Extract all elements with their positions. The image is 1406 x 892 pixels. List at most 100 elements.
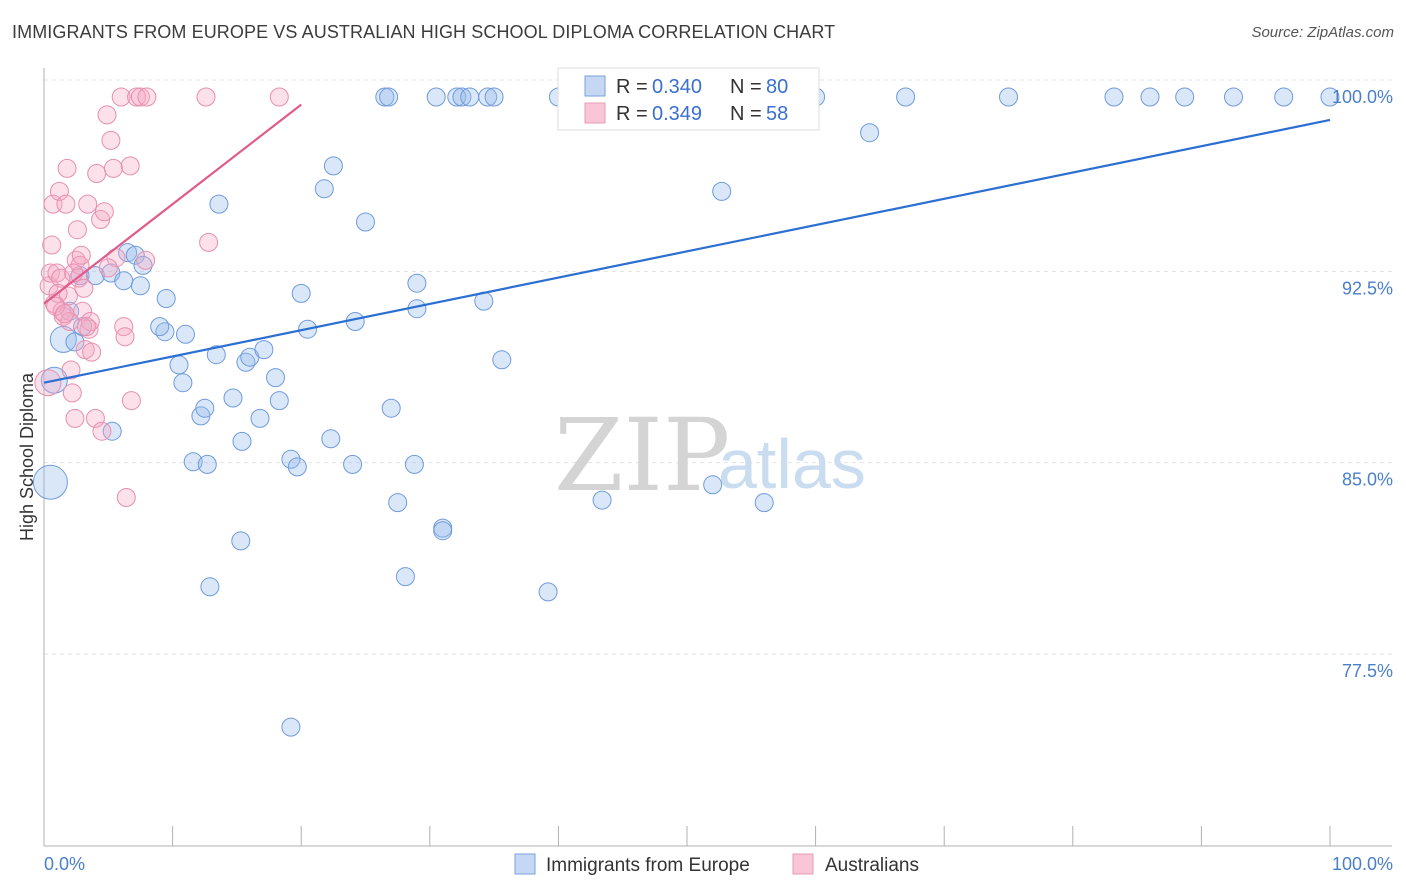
australians-point xyxy=(82,342,102,362)
australians-point xyxy=(74,278,94,298)
europe-point xyxy=(592,490,612,510)
legend-r-value-2: 0.349 xyxy=(652,103,702,125)
australians-point xyxy=(114,317,134,337)
europe-point xyxy=(250,408,270,428)
australians-point xyxy=(136,250,156,270)
europe-trend-line xyxy=(43,118,1331,384)
trend-lines xyxy=(43,103,1331,384)
europe-point xyxy=(388,493,408,513)
australians-point xyxy=(121,391,141,411)
australians-point xyxy=(116,488,136,507)
australians-point xyxy=(97,105,117,125)
australians-point xyxy=(62,383,82,403)
australians-point xyxy=(92,421,112,441)
y-tick-labels: 100.0% 92.5% 85.0% 77.5% xyxy=(1332,87,1393,681)
legend-swatch-australians xyxy=(584,102,606,124)
europe-point xyxy=(381,398,401,418)
australians-point xyxy=(55,304,75,324)
australians-point xyxy=(199,232,219,252)
europe-point xyxy=(407,273,427,293)
legend-n-value-1: 80 xyxy=(766,76,788,98)
europe-point xyxy=(1224,87,1243,107)
australians-point xyxy=(101,130,121,150)
europe-point xyxy=(323,156,343,176)
bottom-legend-swatch-australians xyxy=(792,853,814,875)
australians-point xyxy=(120,156,140,176)
europe-point xyxy=(65,332,85,352)
legend-n-label-1: N = xyxy=(730,76,762,98)
australians-trend-line xyxy=(43,103,302,305)
australians-point xyxy=(67,220,87,240)
australians-point xyxy=(94,202,114,222)
europe-point xyxy=(426,87,446,107)
europe-point xyxy=(314,179,334,199)
europe-point xyxy=(197,454,217,474)
australians-point xyxy=(137,87,157,107)
europe-point xyxy=(712,181,732,201)
australians-point xyxy=(40,263,60,283)
australians-point xyxy=(87,164,107,183)
chart-title: IMMIGRANTS FROM EUROPE VS AUSTRALIAN HIG… xyxy=(12,22,836,42)
europe-point xyxy=(183,452,203,472)
y-tick-label: 92.5% xyxy=(1342,278,1393,298)
australians-point xyxy=(56,194,76,214)
australians-point xyxy=(103,158,123,178)
europe-point xyxy=(896,87,916,107)
europe-point xyxy=(206,345,226,365)
europe-point xyxy=(49,325,77,353)
y-tick-label: 77.5% xyxy=(1342,661,1393,681)
europe-point xyxy=(404,454,424,474)
australians-point xyxy=(76,317,96,337)
europe-point xyxy=(860,123,880,143)
europe-point xyxy=(102,421,122,441)
europe-point xyxy=(118,243,138,263)
europe-point xyxy=(150,317,170,337)
europe-point xyxy=(447,87,467,107)
australians-point xyxy=(65,408,85,428)
europe-point xyxy=(266,368,285,388)
europe-point xyxy=(281,449,301,469)
source-credit: Source: ZipAtlas.com xyxy=(1251,24,1394,41)
watermark-zip: ZIP xyxy=(554,397,730,514)
europe-point xyxy=(291,283,311,303)
europe-point xyxy=(155,322,175,342)
legend-r-label-2: R = xyxy=(616,103,648,125)
europe-point xyxy=(452,87,472,107)
legend-swatch-europe xyxy=(584,75,606,97)
australians-point xyxy=(115,327,135,347)
x-ticks xyxy=(43,826,1331,846)
australians-point xyxy=(64,263,84,283)
europe-point xyxy=(254,340,274,360)
europe-point xyxy=(1274,87,1294,107)
europe-point xyxy=(433,521,453,541)
australians-point xyxy=(49,181,69,201)
correlation-legend: R = 0.340 N = 80 R = 0.349 N = 58 xyxy=(557,67,820,131)
europe-point xyxy=(1104,87,1124,107)
europe-point xyxy=(173,373,193,393)
europe-point xyxy=(538,582,558,602)
europe-point xyxy=(133,255,153,275)
series-legend: Immigrants from Europe Australians xyxy=(514,853,919,876)
axes xyxy=(43,68,1392,847)
legend-n-label-2: N = xyxy=(730,103,762,125)
y-tick-label: 85.0% xyxy=(1342,470,1393,490)
europe-point xyxy=(60,301,80,321)
watermark-atlas: atlas xyxy=(718,425,866,503)
europe-point xyxy=(478,87,498,107)
australians-point xyxy=(98,258,118,278)
australians-point xyxy=(111,87,131,107)
europe-point xyxy=(356,212,375,232)
europe-point xyxy=(321,429,341,449)
europe-point xyxy=(1140,87,1160,107)
europe-point xyxy=(484,87,504,107)
europe-point xyxy=(223,388,243,408)
australians-point xyxy=(78,194,98,214)
australians-point xyxy=(47,263,67,283)
europe-point xyxy=(195,398,215,418)
europe-point xyxy=(1320,87,1340,107)
australians-point xyxy=(130,87,150,107)
europe-point xyxy=(379,87,399,107)
australians-point xyxy=(57,158,77,178)
europe-point xyxy=(754,493,774,513)
